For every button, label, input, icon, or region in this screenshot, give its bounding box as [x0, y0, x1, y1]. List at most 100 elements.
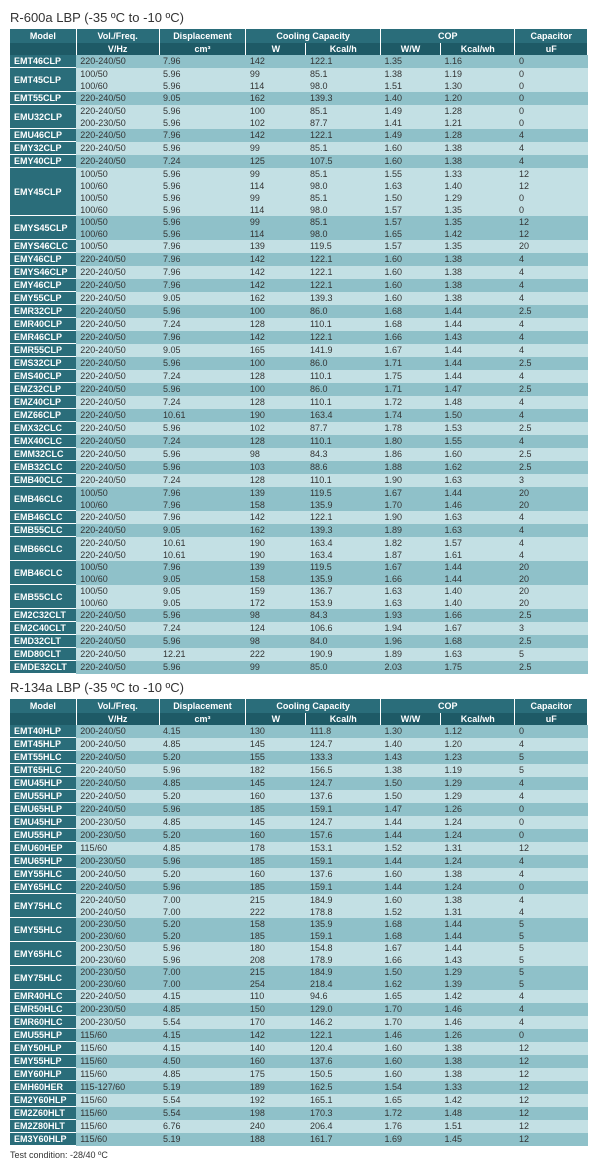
- cell-ww: 1.60: [380, 253, 440, 266]
- cell-k: 153.9: [306, 597, 381, 609]
- table-row: EMY55CLP220-240/509.05162139.31.601.384: [10, 292, 588, 305]
- table-row: 100/605.9611498.01.651.4212: [10, 228, 588, 240]
- cell-k: 111.8: [306, 725, 381, 738]
- cell-k: 146.2: [306, 1016, 381, 1029]
- cell-d: 9.05: [159, 524, 246, 537]
- cell-uf: 0: [515, 55, 588, 68]
- cell-k: 110.1: [306, 318, 381, 331]
- cell-vf: 220-240/50: [76, 524, 159, 537]
- cell-ww: 1.63: [380, 585, 440, 597]
- model-cell: EMT55HLC: [10, 751, 76, 764]
- cell-uf: 20: [515, 499, 588, 511]
- cell-ww: 1.88: [380, 461, 440, 474]
- cell-kw: 1.24: [440, 881, 515, 894]
- cell-ww: 1.50: [380, 777, 440, 790]
- cell-uf: 2.5: [515, 305, 588, 318]
- cell-uf: 4: [515, 279, 588, 292]
- cell-d: 9.05: [159, 92, 246, 105]
- cell-uf: 4: [515, 1016, 588, 1029]
- cell-d: 9.05: [159, 344, 246, 357]
- cell-w: 142: [246, 1029, 306, 1042]
- cell-ww: 1.70: [380, 1016, 440, 1029]
- cell-k: 129.0: [306, 1003, 381, 1016]
- subheader: uF: [515, 43, 588, 55]
- cell-uf: 0: [515, 192, 588, 204]
- cell-ww: 1.30: [380, 725, 440, 738]
- cell-ww: 1.67: [380, 344, 440, 357]
- table-row: EMY55HLC200-230/505.20158135.91.681.445: [10, 918, 588, 930]
- cell-k: 106.6: [306, 622, 381, 635]
- cell-d: 5.96: [159, 609, 246, 622]
- cell-k: 86.0: [306, 383, 381, 396]
- model-cell: EMZ40CLP: [10, 396, 76, 409]
- cell-d: 7.96: [159, 561, 246, 573]
- cell-kw: 1.60: [440, 448, 515, 461]
- cell-w: 114: [246, 228, 306, 240]
- model-cell: EMY75HLC: [10, 894, 76, 918]
- cell-d: 4.15: [159, 1029, 246, 1042]
- model-cell: EMT65HLC: [10, 764, 76, 777]
- cell-k: 163.4: [306, 549, 381, 561]
- cell-uf: 2.5: [515, 661, 588, 674]
- cell-uf: 12: [515, 1042, 588, 1055]
- cell-uf: 12: [515, 228, 588, 240]
- cell-d: 7.96: [159, 240, 246, 253]
- cell-d: 7.96: [159, 266, 246, 279]
- table-row: EMT40HLP200-240/504.15130111.81.301.120: [10, 725, 588, 738]
- cell-vf: 220-240/50: [76, 318, 159, 331]
- cell-ww: 1.60: [380, 292, 440, 305]
- cell-w: 99: [246, 68, 306, 80]
- cell-k: 98.0: [306, 80, 381, 92]
- cell-d: 7.00: [159, 906, 246, 918]
- cell-d: 5.20: [159, 868, 246, 881]
- subheader: W/W: [380, 713, 440, 725]
- cell-uf: 4: [515, 906, 588, 918]
- cell-kw: 1.20: [440, 92, 515, 105]
- cell-uf: 5: [515, 918, 588, 930]
- cell-w: 142: [246, 266, 306, 279]
- table-row: EMB46CLC220-240/507.96142122.11.901.634: [10, 511, 588, 524]
- model-cell: EMY45CLP: [10, 168, 76, 216]
- cell-d: 7.24: [159, 622, 246, 635]
- cell-vf: 220-240/50: [76, 474, 159, 487]
- cell-w: 128: [246, 370, 306, 383]
- table-row: EMT45HLP200-240/504.85145124.71.401.204: [10, 738, 588, 751]
- cell-w: 99: [246, 168, 306, 180]
- cell-ww: 1.57: [380, 240, 440, 253]
- cell-w: 178: [246, 842, 306, 855]
- model-cell: EMX32CLC: [10, 422, 76, 435]
- cell-kw: 1.38: [440, 142, 515, 155]
- cell-k: 139.3: [306, 92, 381, 105]
- section-title-2: R-134a LBP (-35 ºC to -10 ºC): [10, 680, 588, 695]
- cell-d: 5.96: [159, 228, 246, 240]
- cell-ww: 1.86: [380, 448, 440, 461]
- cell-w: 99: [246, 142, 306, 155]
- cell-kw: 1.63: [440, 648, 515, 661]
- model-cell: EMS32CLP: [10, 357, 76, 370]
- table-row: EM3Y60HLP115/605.19188161.71.691.4512: [10, 1133, 588, 1146]
- cell-kw: 1.38: [440, 292, 515, 305]
- cell-k: 122.1: [306, 55, 381, 68]
- cell-w: 114: [246, 180, 306, 192]
- table-row: EMR40CLP220-240/507.24128110.11.681.444: [10, 318, 588, 331]
- cell-vf: 220-240/50: [76, 331, 159, 344]
- cell-k: 110.1: [306, 435, 381, 448]
- cell-kw: 1.51: [440, 1120, 515, 1133]
- cell-ww: 1.71: [380, 383, 440, 396]
- cell-kw: 1.57: [440, 537, 515, 549]
- cell-uf: 0: [515, 829, 588, 842]
- table-row: EMU45HLP220-240/504.85145124.71.501.294: [10, 777, 588, 790]
- cell-ww: 1.96: [380, 635, 440, 648]
- cell-vf: 200-230/50: [76, 816, 159, 829]
- cell-vf: 220-240/50: [76, 142, 159, 155]
- cell-w: 100: [246, 357, 306, 370]
- table-row: EMU55HLP200-230/505.20160157.61.441.240: [10, 829, 588, 842]
- cell-d: 5.54: [159, 1094, 246, 1107]
- cell-w: 162: [246, 524, 306, 537]
- cell-d: 5.96: [159, 80, 246, 92]
- header-cop: COP: [380, 699, 515, 713]
- cell-kw: 1.35: [440, 204, 515, 216]
- cell-w: 198: [246, 1107, 306, 1120]
- cell-vf: 115/60: [76, 842, 159, 855]
- cell-w: 158: [246, 573, 306, 585]
